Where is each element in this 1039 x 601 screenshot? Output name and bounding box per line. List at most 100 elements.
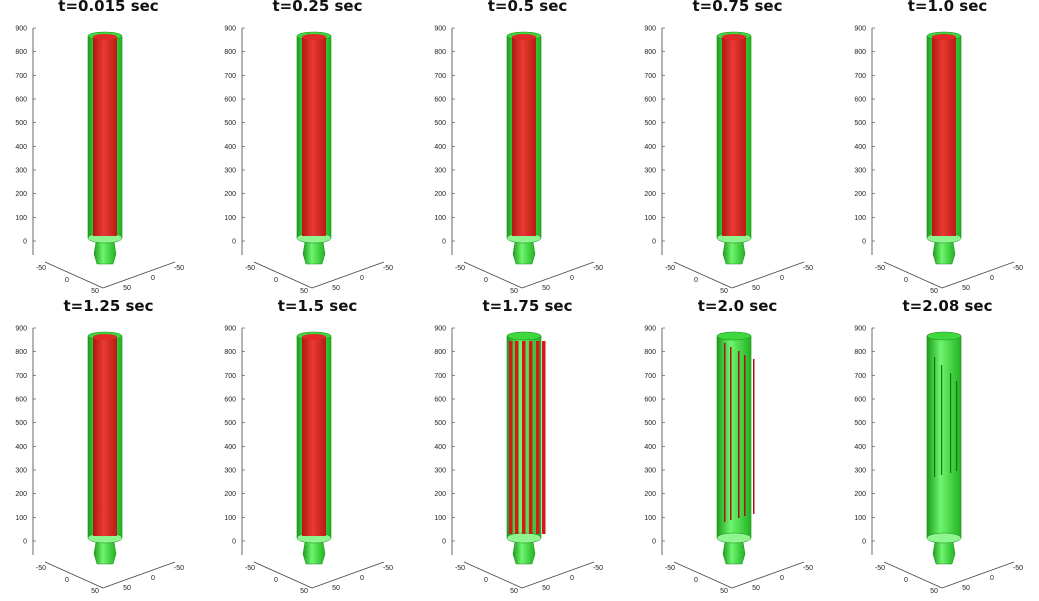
z-tick-label: 500 [434,120,446,127]
z-tick-label: 200 [644,491,656,498]
z-tick-label: 600 [224,97,236,104]
y-tick-label: 0 [360,575,364,582]
cylinder-top [926,331,962,341]
inner-fluid [93,37,117,236]
nozzle-surface [932,541,956,565]
y-tick-label: -50 [593,565,603,572]
y-tick-label: -50 [1013,265,1023,272]
z-tick-label: 900 [854,326,866,333]
z-tick-label: 600 [854,97,866,104]
z-tick-label: 100 [854,215,866,222]
wall-streak [950,373,952,473]
z-tick-label: 900 [224,326,236,333]
z-tick-label: 900 [434,26,446,33]
x-tick-label: -50 [36,565,46,572]
snapshot-panel: t=1.25 sec 900 800 700 600 500 400 300 200 100 0 -5… [5,297,212,600]
y-axis [102,561,176,589]
z-tick-label: 0 [23,539,27,546]
z-tick-label: 400 [224,144,236,151]
x-tick-label: 0 [694,577,698,584]
inner-fluid-top [302,334,326,340]
cylinder-base [926,532,962,544]
z-tick-label: 300 [15,168,27,175]
inner-fluid-top [512,34,536,40]
z-tick-label: 700 [434,373,446,380]
y-axis [731,561,805,589]
y-tick-label: 0 [780,275,784,282]
y-axis [941,261,1015,289]
cylinder-top [716,331,752,341]
y-tick-label: 50 [332,585,340,592]
z-tick-label: 0 [232,539,236,546]
wall-streak [956,381,958,471]
z-tick-label: 100 [224,515,236,522]
x-tick-label: -50 [36,265,46,272]
z-tick-label: 0 [232,239,236,246]
x-tick-label: 50 [91,288,99,295]
inner-fluid [512,37,536,236]
snapshot-panel: t=1.5 sec 900 800 700 600 500 400 300 200 100 0 -50… [214,297,421,600]
z-tick-label: 600 [644,397,656,404]
z-tick-label: 100 [15,515,27,522]
z-tick-label: 900 [644,26,656,33]
cylinder-base [716,532,752,544]
panel-title: t=2.08 sec [902,297,993,315]
inner-fluid [302,37,326,236]
outer-cylinder [926,335,962,539]
z-tick-label: 100 [434,515,446,522]
y-tick-label: -50 [593,265,603,272]
snapshot-panel: t=0.75 sec 900 800 700 600 500 400 300 200 100 0 -5… [634,0,841,300]
nozzle-surface [93,241,117,265]
z-tick-label: 500 [854,420,866,427]
y-axis [311,261,385,289]
panel-title: t=1.0 sec [907,0,988,15]
y-axis [521,261,595,289]
z-tick-label: 400 [434,144,446,151]
z-tick-label: 0 [862,239,866,246]
x-tick-label: 0 [274,277,278,284]
z-tick-label: 600 [224,397,236,404]
y-axis [521,561,595,589]
x-tick-label: 0 [484,277,488,284]
z-tick-label: 700 [224,373,236,380]
x-axis [253,561,313,589]
inner-fluid [302,337,326,536]
x-tick-label: 0 [904,277,908,284]
z-tick-label: 700 [854,373,866,380]
z-tick-label: 500 [854,120,866,127]
y-tick-label: 0 [151,575,155,582]
z-tick-label: 600 [15,97,27,104]
z-tick-label: 100 [854,515,866,522]
z-tick-label: 200 [224,191,236,198]
inner-fluid-top [722,34,746,40]
x-tick-label: -50 [875,565,885,572]
z-tick-label: 400 [224,444,236,451]
z-tick-label: 800 [224,349,236,356]
z-tick-label: 700 [15,73,27,80]
x-tick-label: 50 [930,588,938,595]
y-tick-label: 50 [123,585,131,592]
z-tick-label: 600 [434,97,446,104]
y-tick-label: 50 [123,285,131,292]
nozzle-surface [93,541,117,565]
y-tick-label: 0 [570,275,574,282]
x-tick-label: 50 [930,288,938,295]
panel-title: t=1.5 sec [277,297,358,315]
snapshot-panel: t=0.25 sec 900 800 700 600 500 400 300 200 100 0 -5… [214,0,421,300]
inner-fluid [93,337,117,536]
y-tick-label: 0 [780,575,784,582]
x-tick-label: 50 [510,588,518,595]
z-tick-label: 400 [854,144,866,151]
z-tick-label: 100 [224,215,236,222]
z-tick-label: 200 [434,191,446,198]
x-axis [673,261,733,289]
inner-fluid-top [93,34,117,40]
z-tick-label: 800 [644,49,656,56]
x-tick-label: -50 [665,265,675,272]
z-tick-label: 400 [15,444,27,451]
fluid-strip [509,341,513,534]
z-tick-label: 400 [644,444,656,451]
